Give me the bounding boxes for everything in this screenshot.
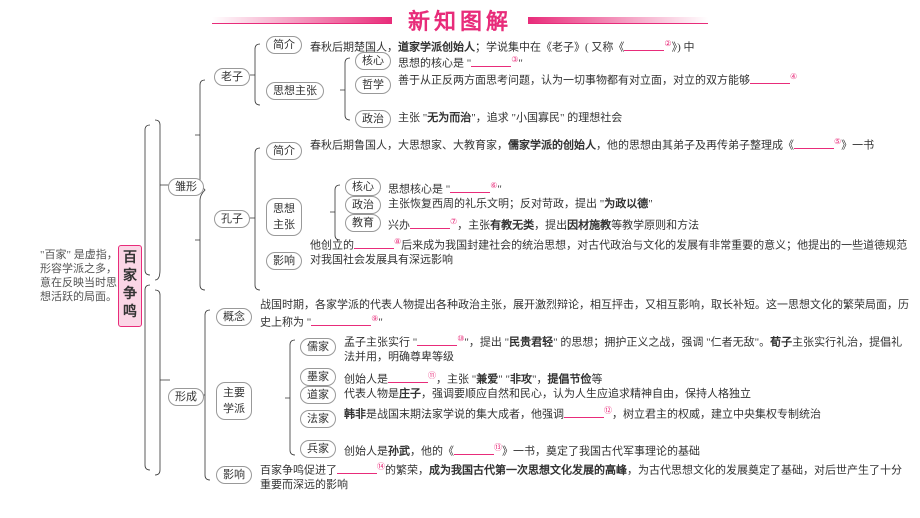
text-mo: 创始人是⑪，主张 "兼爱" "非攻"，提倡节俭等 xyxy=(344,369,909,387)
text-bing: 创始人是孙武，他的《⑬》一书，奠定了我国古代军事理论的基础 xyxy=(344,441,909,459)
node-dao: 道家 xyxy=(300,386,336,404)
node-kz-pol: 政治 xyxy=(345,196,381,214)
text-lz-pol: 主张 "无为而治"，追求 "小国寡民" 的理想社会 xyxy=(398,111,908,125)
header-rule-right xyxy=(528,17,708,24)
node-bing: 兵家 xyxy=(300,440,336,458)
node-formation: 形成 xyxy=(168,388,204,406)
root-label: 百家争鸣 xyxy=(123,251,137,320)
text-lz-philo: 善于从正反两方面思考问题，认为一切事物都有对立面，对立的双方能够④ xyxy=(398,70,908,88)
node-kz-thought: 思想主张 xyxy=(266,198,302,236)
text-kz-brief: 春秋后期鲁国人，大思想家、大教育家，儒家学派的创始人，他的思想由其弟子及再传弟子… xyxy=(310,135,910,153)
node-lz-brief: 简介 xyxy=(266,36,302,54)
node-mo: 墨家 xyxy=(300,368,336,386)
node-kz-brief: 简介 xyxy=(266,142,302,160)
text-fa: 韩非是战国末期法家学说的集大成者，他强调⑫，树立君主的权威，建立中央集权专制统治 xyxy=(344,404,909,422)
text-concept: 战国时期，各家学派的代表人物提出各种政治主张，展开激烈辩论，相互抨击，又相互影响… xyxy=(260,298,910,330)
node-schools: 主要学派 xyxy=(216,382,252,420)
text-lz-core: 思想的核心是 "③" xyxy=(398,53,898,71)
root-node: 百家争鸣 xyxy=(118,245,142,327)
node-lz-core: 核心 xyxy=(355,52,391,70)
text-lz-brief: 春秋后期楚国人，道家学派创始人；学说集中在《老子》( 又称《②》) 中 xyxy=(310,37,910,55)
text-dao: 代表人物是庄子，强调要顺应自然和民心，认为人生应追求精神自由，保持人格独立 xyxy=(344,387,909,401)
node-kz-inf: 影响 xyxy=(266,252,302,270)
node-embryo: 雏形 xyxy=(168,178,204,196)
text-kz-inf: 他创立的⑧后来成为我国封建社会的统治思想，对古代政治与文化的发展有非常重要的意义… xyxy=(310,235,910,267)
node-ru: 儒家 xyxy=(300,338,336,356)
text-kz-core: 思想核心是 "⑥" xyxy=(388,179,898,197)
node-laozi: 老子 xyxy=(214,68,250,86)
text-influence: 百家争鸣促进了⑭的繁荣，成为我国古代第一次思想文化发展的高峰，为古代思想文化的发… xyxy=(260,460,910,492)
node-kongzi: 孔子 xyxy=(214,210,250,228)
node-influence: 影响 xyxy=(216,466,252,484)
node-lz-thought: 思想主张 xyxy=(266,82,324,100)
node-kz-edu: 教育 xyxy=(345,214,381,232)
node-concept: 概念 xyxy=(216,308,252,326)
side-note: "百家" 是虚指，形容学派之多，意在反映当时思想活跃的局面。 xyxy=(40,248,118,304)
text-kz-pol: 主张恢复西周的礼乐文明；反对苛政，提出 "为政以德" xyxy=(388,197,908,211)
mindmap: 百家争鸣 "百家" 是虚指，形容学派之多，意在反映当时思想活跃的局面。 雏形 形… xyxy=(0,30,920,518)
text-ru: 孟子主张实行 "⑩"，提出 "民贵君轻" 的思想；拥护正义之战，强调 "仁者无敌… xyxy=(344,332,909,364)
node-kz-core: 核心 xyxy=(345,178,381,196)
side-note-text: "百家" 是虚指，形容学派之多，意在反映当时思想活跃的局面。 xyxy=(40,249,118,303)
header-rule-left xyxy=(212,17,392,24)
text-kz-edu: 兴办⑦，主张有教无类，提出因材施教等教学原则和方法 xyxy=(388,215,908,233)
node-fa: 法家 xyxy=(300,410,336,428)
node-lz-philo: 哲学 xyxy=(355,76,391,94)
node-lz-pol: 政治 xyxy=(355,110,391,128)
